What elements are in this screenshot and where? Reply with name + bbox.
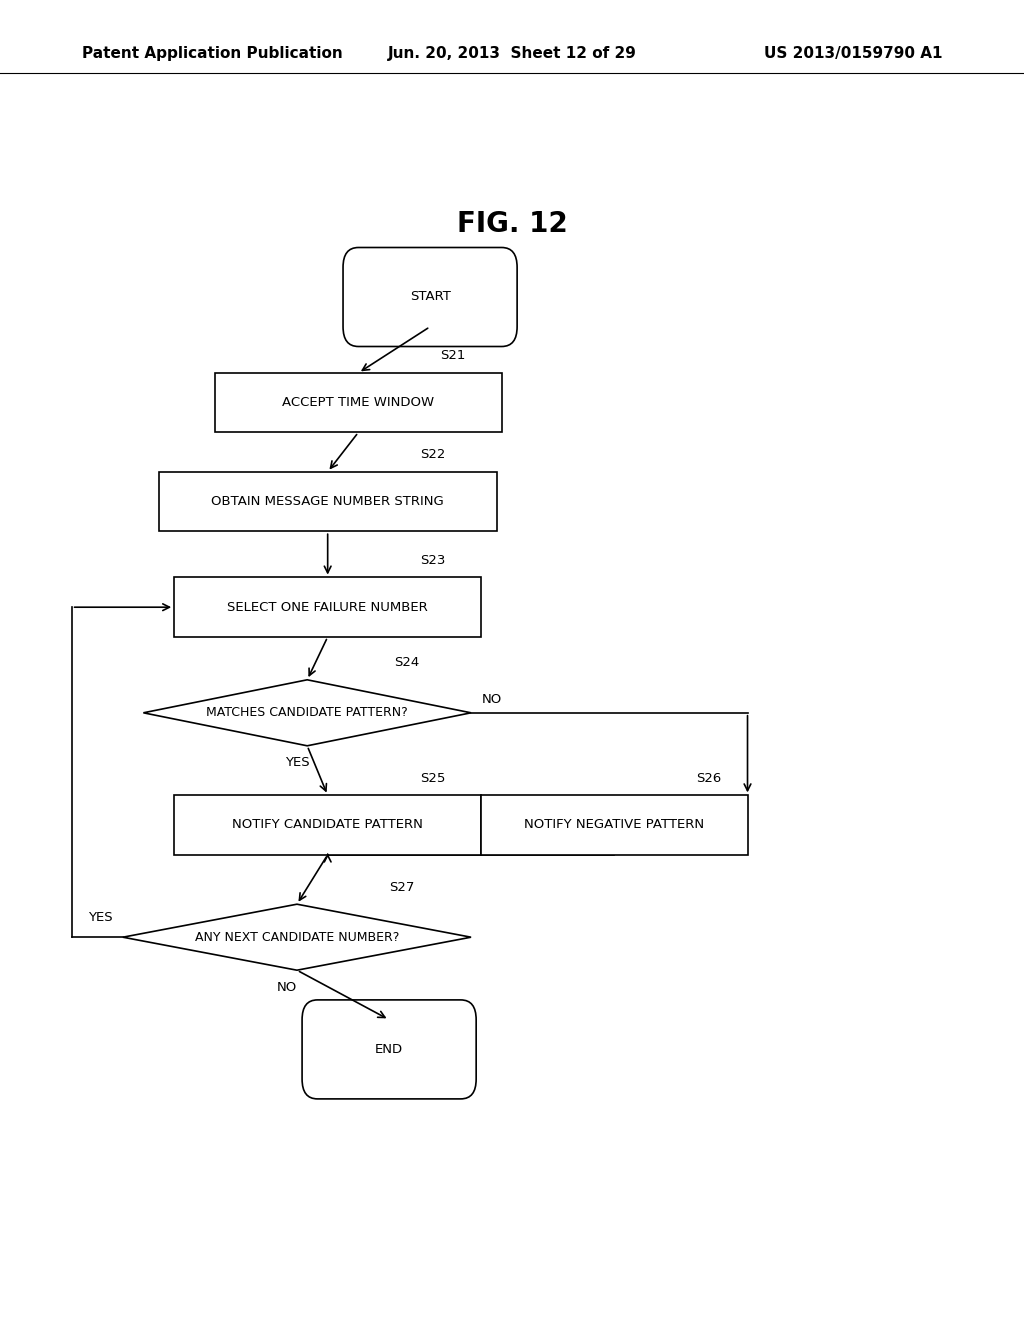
Text: OBTAIN MESSAGE NUMBER STRING: OBTAIN MESSAGE NUMBER STRING [211,495,444,508]
Bar [174,795,481,855]
Text: NOTIFY CANDIDATE PATTERN: NOTIFY CANDIDATE PATTERN [232,818,423,832]
Text: NO: NO [481,693,502,706]
Text: NOTIFY NEGATIVE PATTERN: NOTIFY NEGATIVE PATTERN [524,818,705,832]
FancyBboxPatch shape [302,1001,476,1098]
Text: SELECT ONE FAILURE NUMBER: SELECT ONE FAILURE NUMBER [227,601,428,614]
Bar [159,471,497,531]
Polygon shape [123,904,471,970]
Bar [174,577,481,636]
Text: ANY NEXT CANDIDATE NUMBER?: ANY NEXT CANDIDATE NUMBER? [195,931,399,944]
Text: Jun. 20, 2013  Sheet 12 of 29: Jun. 20, 2013 Sheet 12 of 29 [387,46,637,61]
Text: S24: S24 [394,656,420,669]
Text: Patent Application Publication: Patent Application Publication [82,46,343,61]
Text: S22: S22 [420,449,445,462]
Text: YES: YES [285,756,309,770]
Text: ACCEPT TIME WINDOW: ACCEPT TIME WINDOW [283,396,434,409]
Bar [215,372,502,433]
Text: S23: S23 [420,554,445,568]
Text: NO: NO [276,981,297,994]
Text: FIG. 12: FIG. 12 [457,210,567,239]
FancyBboxPatch shape [343,248,517,346]
Text: YES: YES [88,911,113,924]
Text: END: END [375,1043,403,1056]
Text: MATCHES CANDIDATE PATTERN?: MATCHES CANDIDATE PATTERN? [206,706,409,719]
Text: S27: S27 [389,880,415,894]
Text: S25: S25 [420,772,445,784]
Text: S26: S26 [696,772,722,784]
Text: START: START [410,290,451,304]
Text: US 2013/0159790 A1: US 2013/0159790 A1 [764,46,942,61]
Bar [481,795,748,855]
Polygon shape [143,680,471,746]
Text: S21: S21 [440,350,466,363]
